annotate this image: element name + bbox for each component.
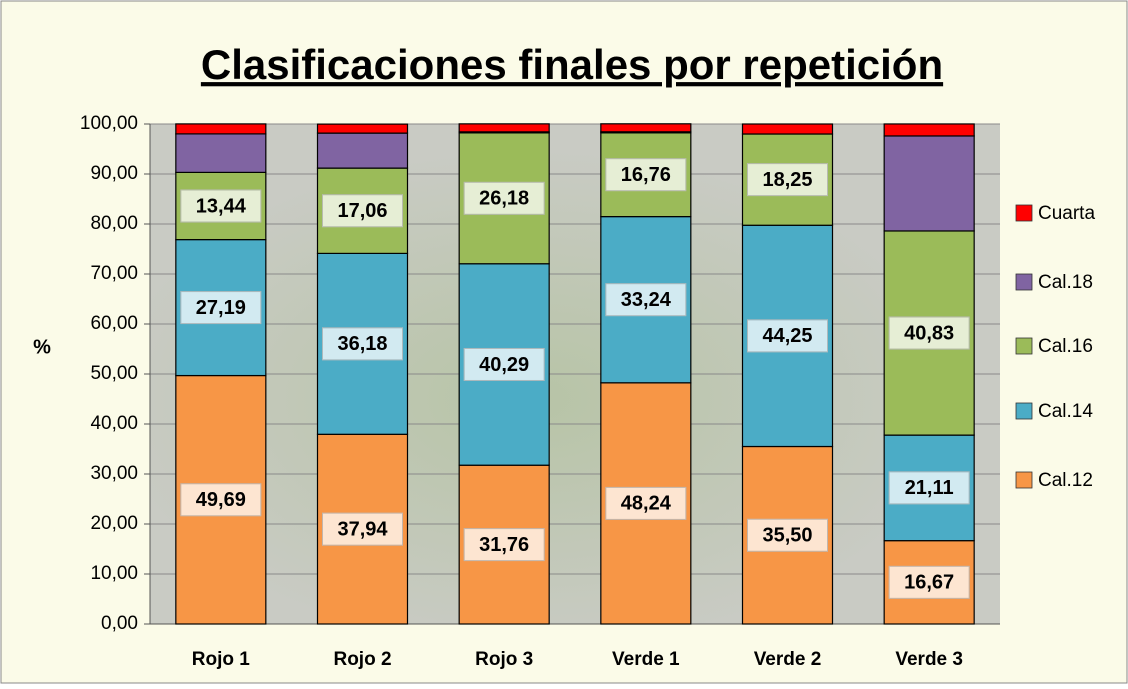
data-label-tint: [180, 190, 261, 222]
y-tick-label: 30,00: [90, 463, 138, 484]
data-label-tint: [464, 182, 545, 215]
data-label-tint: [322, 327, 403, 360]
data-label-box: [888, 565, 970, 599]
y-tick-label: 20,00: [90, 513, 138, 534]
data-label-tint: [464, 348, 545, 381]
bar-segment: [458, 123, 550, 133]
legend-label: Cuarta: [1038, 203, 1095, 224]
legend-swatch: [1015, 471, 1033, 489]
data-label: 49,69: [196, 489, 246, 511]
data-label-tint: [322, 513, 403, 546]
data-label: 44,25: [762, 325, 812, 347]
data-label: 16,67: [904, 572, 954, 594]
data-label-box: [180, 291, 262, 325]
data-label: 35,50: [762, 525, 812, 547]
legend-swatch: [1015, 273, 1033, 291]
bar-segment: [175, 123, 267, 135]
legend-label: Cal.18: [1038, 272, 1093, 293]
data-label: 33,24: [621, 289, 672, 311]
y-tick-label: 60,00: [90, 313, 138, 334]
x-tick-label: Rojo 2: [333, 649, 391, 670]
y-tick-label: 50,00: [90, 363, 138, 384]
data-label-box: [747, 518, 828, 552]
data-label-tint: [605, 283, 686, 316]
legend-label: Cal.16: [1038, 336, 1093, 357]
bar-segment: [316, 123, 409, 134]
data-label: 27,19: [196, 297, 246, 319]
data-label: 37,94: [337, 518, 388, 540]
data-label-box: [463, 181, 545, 215]
y-tick-label: 70,00: [90, 263, 138, 284]
data-label-box: [463, 347, 545, 381]
bar-segment: [600, 123, 692, 133]
x-tick-label: Verde 2: [754, 649, 822, 670]
data-label: 26,18: [479, 188, 529, 210]
legend-label: Cal.14: [1038, 401, 1093, 422]
data-label: 16,76: [621, 164, 671, 186]
data-label-tint: [747, 163, 828, 196]
data-label-tint: [889, 471, 970, 504]
data-label-tint: [322, 194, 403, 227]
data-label: 36,18: [337, 333, 387, 355]
data-label-box: [747, 319, 828, 353]
data-label-box: [605, 158, 687, 192]
legend-swatch: [1015, 337, 1033, 355]
data-label-box: [180, 483, 262, 517]
data-label: 21,11: [905, 477, 954, 499]
y-tick-label: 100,00: [80, 113, 138, 134]
bar-segment: [175, 133, 267, 173]
y-tick-label: 40,00: [90, 413, 138, 434]
data-label-tint: [605, 158, 686, 191]
data-label-box: [605, 486, 687, 520]
y-tick-label: 90,00: [90, 163, 138, 184]
data-label-box: [322, 194, 403, 228]
bar-segment: [316, 132, 409, 169]
y-tick-label: 80,00: [90, 213, 138, 234]
data-label-box: [605, 283, 687, 317]
data-label-box: [888, 316, 970, 350]
data-label-tint: [180, 291, 261, 324]
data-label-tint: [180, 483, 261, 516]
legend-label: Cal.12: [1038, 470, 1093, 491]
y-tick-label: 0,00: [101, 613, 138, 634]
data-label: 40,29: [479, 354, 529, 376]
x-tick-label: Verde 3: [895, 649, 963, 670]
data-label-box: [888, 471, 970, 505]
x-tick-label: Rojo 1: [192, 649, 250, 670]
data-label-box: [322, 512, 403, 546]
data-label: 40,83: [904, 322, 954, 344]
y-axis-label: %: [33, 336, 51, 358]
x-tick-label: Verde 1: [612, 649, 680, 670]
data-label-tint: [464, 528, 545, 561]
legend-swatch: [1015, 402, 1033, 420]
legend-swatch: [1015, 204, 1033, 222]
data-label-box: [322, 327, 403, 361]
data-label: 48,24: [621, 493, 672, 515]
data-label: 17,06: [337, 200, 387, 222]
bar-segment: [741, 123, 834, 135]
bar-segment: [883, 123, 975, 137]
data-label-box: [747, 163, 828, 197]
data-label-tint: [605, 487, 686, 520]
data-label: 31,76: [479, 534, 529, 556]
bar-segment: [883, 135, 975, 232]
data-label: 18,25: [762, 169, 812, 191]
data-label-tint: [747, 319, 828, 352]
data-label-tint: [889, 566, 970, 599]
y-tick-label: 10,00: [90, 563, 138, 584]
data-label-box: [463, 528, 545, 562]
data-label-tint: [889, 317, 970, 350]
data-label: 13,44: [196, 195, 247, 217]
chart-title: Clasificaciones finales por repetición: [201, 41, 943, 88]
data-label-tint: [747, 519, 828, 552]
data-label-box: [180, 189, 262, 223]
x-tick-label: Rojo 3: [475, 649, 533, 670]
